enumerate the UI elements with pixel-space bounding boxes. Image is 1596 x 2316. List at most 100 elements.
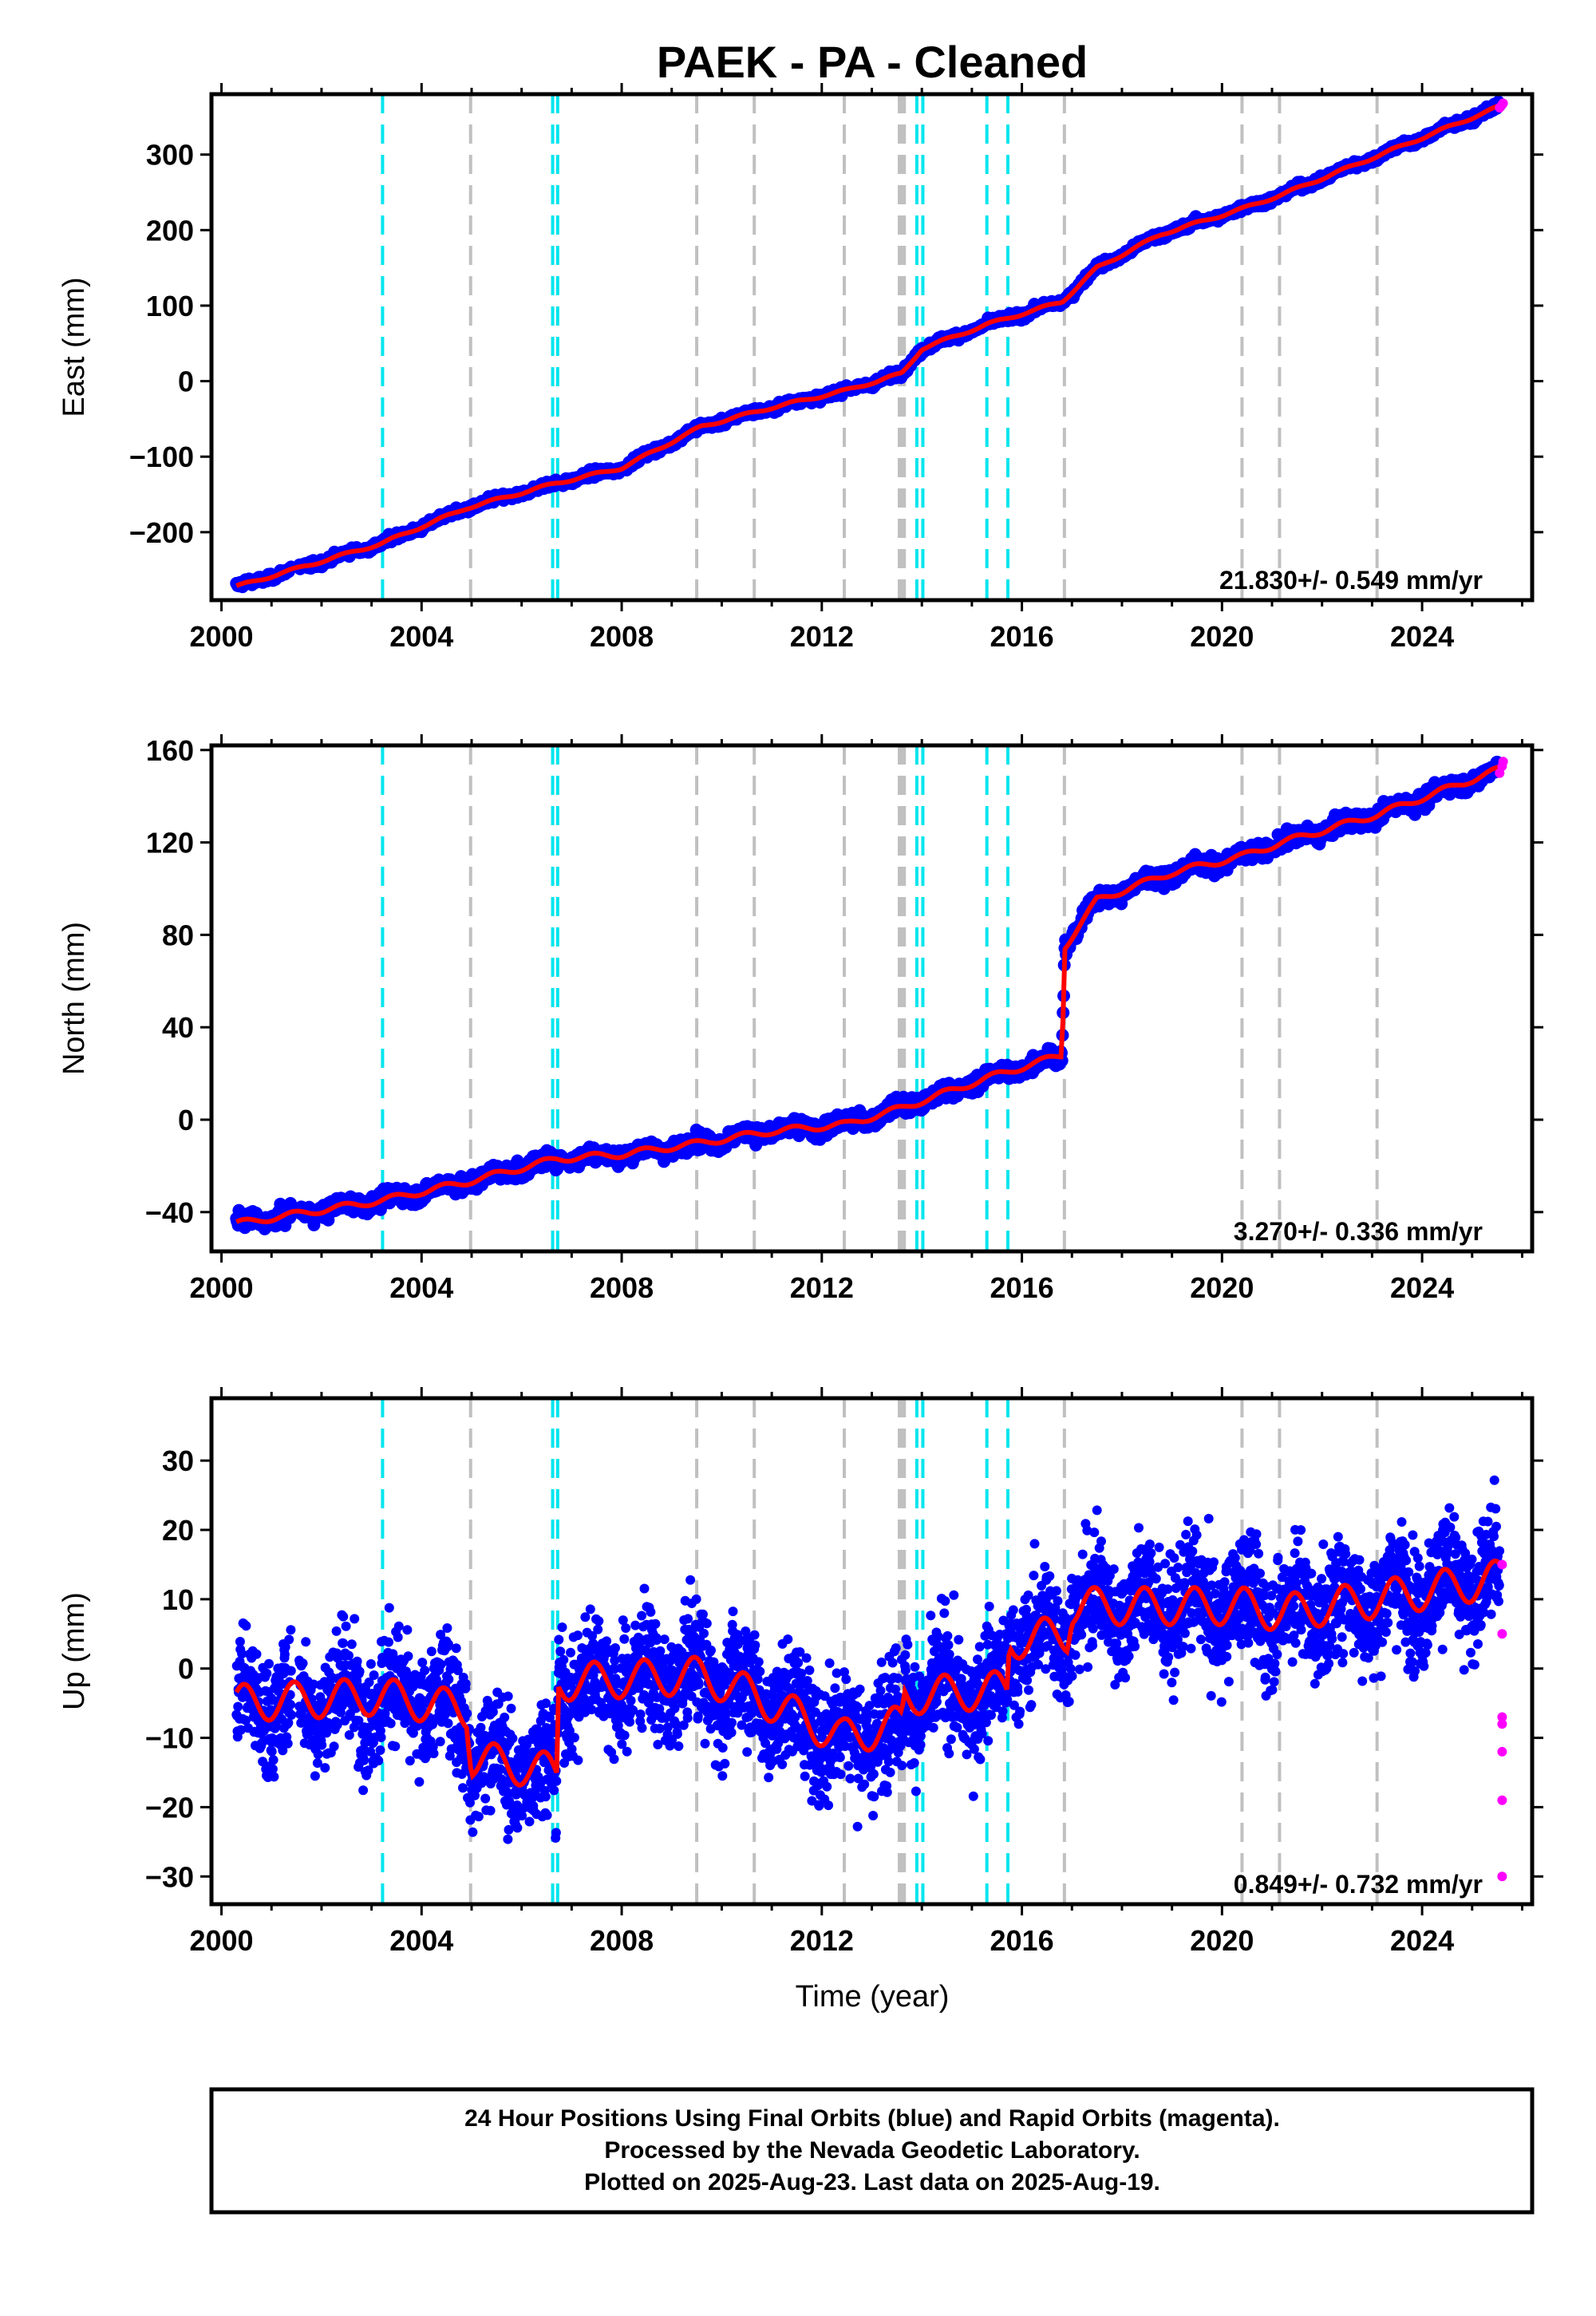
data-point bbox=[298, 1658, 308, 1669]
x-tick-label: 2020 bbox=[1190, 620, 1254, 653]
data-point bbox=[354, 1716, 364, 1725]
velocity-label: 21.830+/- 0.549 mm/yr bbox=[1219, 566, 1483, 595]
data-point bbox=[354, 1666, 365, 1677]
x-tick-label: 2004 bbox=[389, 1271, 453, 1304]
data-point bbox=[365, 1659, 376, 1669]
data-point bbox=[269, 1772, 279, 1782]
data-point bbox=[358, 1785, 369, 1796]
x-tick-label: 2024 bbox=[1390, 620, 1454, 653]
data-point bbox=[235, 1637, 245, 1646]
data-point bbox=[251, 1649, 262, 1659]
data-point bbox=[286, 1625, 296, 1635]
x-tick-label: 2008 bbox=[590, 1271, 654, 1304]
chart-title: PAEK - PA - Cleaned bbox=[657, 37, 1088, 87]
y-tick-label: 80 bbox=[162, 919, 194, 951]
data-point bbox=[385, 1718, 396, 1729]
y-axis-label: East (mm) bbox=[57, 277, 91, 417]
data-point bbox=[277, 1679, 287, 1690]
final-orbit-points bbox=[231, 1475, 1505, 1844]
data-point bbox=[369, 1670, 379, 1680]
data-point bbox=[329, 1741, 339, 1752]
y-tick-label: −100 bbox=[129, 441, 194, 473]
data-point bbox=[390, 1741, 401, 1752]
data-point bbox=[393, 1632, 403, 1642]
x-tick-label: 2024 bbox=[1390, 1271, 1454, 1304]
data-point bbox=[364, 1677, 374, 1687]
model-fit-line bbox=[235, 764, 1502, 1224]
data-point bbox=[237, 1649, 247, 1659]
data-point bbox=[384, 1637, 393, 1647]
data-point bbox=[376, 1733, 386, 1742]
x-tick-label: 2016 bbox=[990, 620, 1054, 653]
y-tick-label: 300 bbox=[146, 139, 194, 172]
data-point bbox=[241, 1715, 251, 1725]
data-point bbox=[309, 1679, 318, 1690]
data-point bbox=[284, 1634, 294, 1645]
data-point bbox=[279, 1650, 290, 1659]
data-point bbox=[341, 1621, 351, 1631]
north-panel: 160 120 80 40 0 −40 2000 2004 2008 2012 2016 2020 20… bbox=[57, 734, 1543, 1304]
data-point bbox=[338, 1611, 349, 1622]
y-tick-label: 160 bbox=[146, 734, 194, 767]
data-point bbox=[286, 1666, 296, 1676]
data-point bbox=[375, 1745, 385, 1755]
x-tick-label: 2020 bbox=[1190, 1271, 1254, 1304]
data-point bbox=[403, 1651, 413, 1662]
data-point bbox=[320, 1763, 330, 1773]
data-point bbox=[278, 1745, 288, 1756]
data-point bbox=[233, 1701, 243, 1712]
data-point bbox=[405, 1756, 415, 1766]
data-point bbox=[393, 1621, 404, 1631]
data-point bbox=[241, 1621, 251, 1631]
x-tick-label: 2008 bbox=[590, 620, 654, 653]
data-point bbox=[384, 1603, 394, 1613]
data-point bbox=[312, 1758, 322, 1769]
data-point bbox=[282, 1738, 293, 1749]
data-point bbox=[331, 1626, 342, 1636]
data-point bbox=[262, 1668, 272, 1678]
y-tick-label: −200 bbox=[129, 516, 194, 549]
data-point bbox=[322, 1728, 332, 1738]
data-point bbox=[346, 1639, 357, 1650]
data-point bbox=[359, 1755, 369, 1765]
x-tick-label: 2000 bbox=[189, 620, 253, 653]
y-tick-label: 120 bbox=[146, 827, 194, 860]
data-point bbox=[352, 1656, 362, 1666]
data-point bbox=[280, 1642, 290, 1652]
data-point bbox=[310, 1771, 320, 1781]
final-orbit-points bbox=[230, 755, 1507, 1235]
y-tick-label: 40 bbox=[162, 1011, 194, 1044]
x-tick-label: 2016 bbox=[990, 1271, 1054, 1304]
plot-area bbox=[231, 1398, 1507, 1904]
data-point bbox=[350, 1614, 360, 1624]
data-point bbox=[267, 1695, 278, 1705]
data-point bbox=[283, 1717, 294, 1728]
x-tick-label: 2012 bbox=[790, 1271, 854, 1304]
data-point bbox=[313, 1749, 323, 1760]
data-point bbox=[373, 1756, 384, 1766]
x-tick-label: 2000 bbox=[189, 1271, 253, 1304]
data-point bbox=[268, 1755, 279, 1765]
y-tick-label: −40 bbox=[145, 1196, 194, 1229]
data-point bbox=[402, 1625, 413, 1635]
y-tick-label: 100 bbox=[146, 290, 194, 322]
data-point bbox=[363, 1765, 373, 1776]
data-point bbox=[286, 1709, 297, 1720]
data-point bbox=[286, 1699, 295, 1709]
data-point bbox=[408, 1728, 418, 1738]
x-tick-label: 2004 bbox=[389, 620, 453, 653]
y-tick-label: 200 bbox=[146, 214, 194, 247]
x-tick-label: 2012 bbox=[790, 620, 854, 653]
data-point bbox=[332, 1720, 342, 1730]
data-point bbox=[338, 1638, 348, 1648]
data-point bbox=[264, 1658, 274, 1669]
y-tick-label: 0 bbox=[178, 1104, 194, 1136]
data-point bbox=[267, 1746, 277, 1757]
rapid-orbit-point bbox=[1498, 98, 1508, 109]
final-orbit-points bbox=[230, 95, 1507, 594]
data-point bbox=[317, 1740, 327, 1750]
model-fit-line bbox=[235, 102, 1503, 588]
